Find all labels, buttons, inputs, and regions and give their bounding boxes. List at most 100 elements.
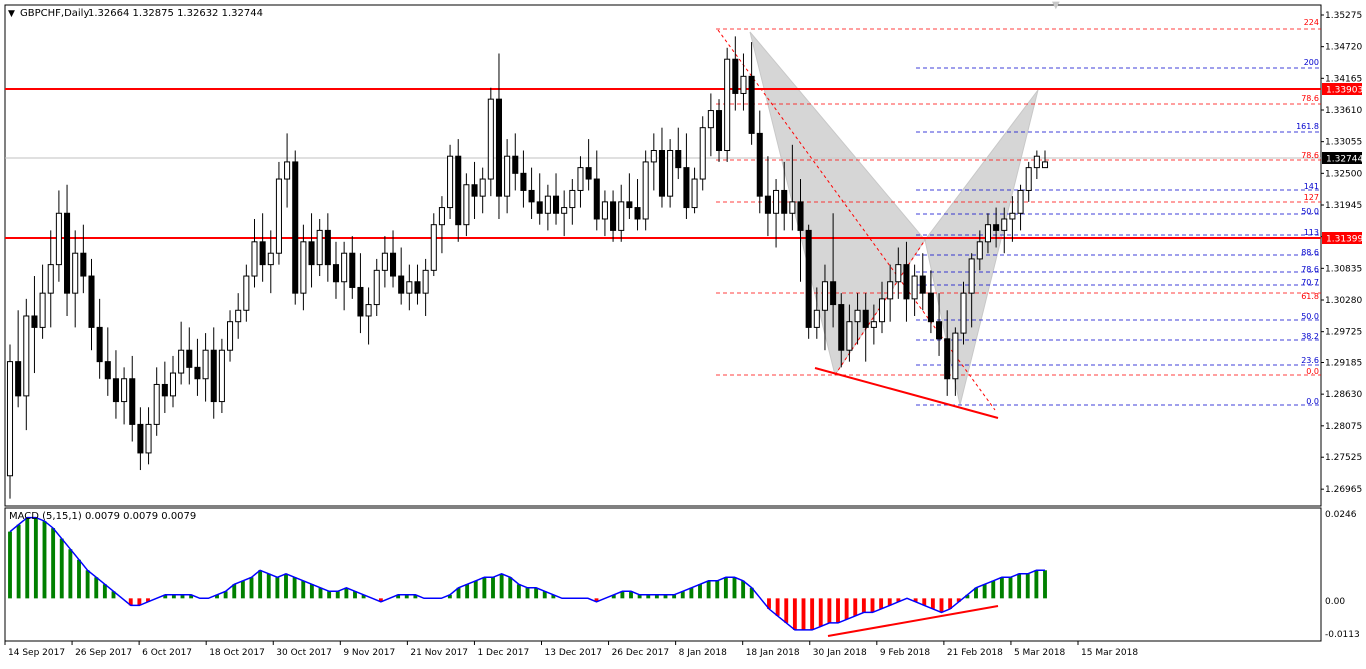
- fib-label: 23.6: [1301, 356, 1319, 365]
- time-label: 14 Sep 2017: [8, 648, 65, 658]
- candle: [137, 407, 144, 471]
- candle: [683, 133, 690, 219]
- candle: [112, 350, 119, 419]
- fib-label: 141: [1304, 182, 1319, 191]
- bat-pattern-shapes: [749, 31, 1039, 406]
- fib-label: 70.7: [1301, 278, 1319, 287]
- candle: [911, 264, 918, 316]
- candle: [332, 241, 340, 299]
- candle: [626, 173, 633, 219]
- svg-text:1.33903: 1.33903: [1326, 86, 1363, 96]
- candle: [227, 310, 234, 362]
- fib-label: 0.0: [1306, 367, 1319, 376]
- candle: [121, 367, 128, 425]
- candle: [699, 116, 706, 191]
- candle: [601, 190, 608, 237]
- candle: [936, 293, 943, 356]
- candle: [145, 407, 152, 465]
- candle: [1025, 161, 1032, 202]
- candle: [577, 156, 584, 208]
- candle: [854, 293, 861, 345]
- price-label: 1.31945: [1325, 201, 1362, 211]
- candle: [732, 36, 739, 111]
- candle: [1001, 207, 1008, 254]
- time-label: 9 Nov 2017: [343, 648, 395, 658]
- candle: [357, 253, 364, 334]
- candle: [39, 264, 46, 339]
- time-label: 30 Oct 2017: [276, 648, 332, 658]
- candle: [528, 167, 535, 219]
- candle: [430, 213, 437, 277]
- candle: [675, 127, 682, 180]
- time-label: 1 Dec 2017: [477, 648, 529, 658]
- candle: [218, 338, 225, 413]
- price-label: 1.33610: [1325, 106, 1362, 116]
- fib-label: 127: [1304, 193, 1319, 202]
- candle: [202, 333, 209, 402]
- fib-label: 161.8: [1296, 122, 1319, 131]
- time-label: 26 Sep 2017: [75, 648, 132, 658]
- candle: [830, 213, 837, 328]
- candle: [324, 213, 331, 282]
- fib-label: 78.6: [1301, 265, 1319, 274]
- candle: [153, 367, 160, 436]
- candle: [316, 218, 323, 277]
- candle: [813, 287, 820, 339]
- time-label: 6 Oct 2017: [142, 648, 192, 658]
- main-pane-border: [4, 4, 1322, 507]
- candle: [284, 133, 291, 208]
- candle: [169, 355, 177, 408]
- price-label: 1.34165: [1325, 74, 1362, 84]
- candle: [479, 167, 486, 214]
- fib-label: 78.6: [1301, 151, 1319, 160]
- candle: [846, 304, 853, 362]
- candle: [55, 190, 62, 282]
- candle: [740, 53, 747, 111]
- macd-histogram: [8, 517, 1047, 630]
- price-divergence-line[interactable]: [814, 367, 999, 419]
- candle: [512, 133, 519, 191]
- candles: [6, 36, 1049, 499]
- macd-pane-border: [4, 507, 1322, 642]
- macd-divergence-line[interactable]: [827, 605, 999, 637]
- candle: [642, 150, 649, 231]
- price-label: 1.26965: [1325, 485, 1362, 495]
- pattern-top-icon: ▼: [1052, 0, 1060, 11]
- candle: [952, 327, 959, 396]
- candle: [463, 173, 470, 237]
- price-label: 1.27525: [1325, 453, 1362, 463]
- price-label: 1.35275: [1325, 11, 1362, 21]
- candle: [365, 287, 372, 345]
- candle: [585, 139, 592, 191]
- ohlc-readout: 1.32664 1.32875 1.32632 1.32744: [88, 8, 263, 19]
- candle: [1017, 184, 1024, 231]
- candle: [634, 179, 641, 231]
- candle: [724, 47, 731, 162]
- candle: [944, 310, 951, 396]
- candle: [764, 156, 771, 237]
- fib-label: 38.2: [1301, 332, 1319, 341]
- time-label: 26 Dec 2017: [612, 648, 670, 658]
- candle: [707, 93, 714, 157]
- candle: [748, 42, 755, 145]
- candle: [243, 264, 250, 322]
- resistance-tag: 1.33903: [1322, 83, 1363, 96]
- candle: [398, 247, 405, 305]
- candle: [495, 53, 503, 219]
- svg-text:1.31399: 1.31399: [1326, 235, 1363, 245]
- candle: [487, 87, 494, 197]
- macd-signal-line: [9, 516, 1045, 631]
- candle: [406, 264, 413, 311]
- price-label: 1.32500: [1325, 169, 1362, 179]
- candle: [544, 184, 551, 231]
- candle: [447, 144, 454, 219]
- collapse-icon[interactable]: ▼: [8, 9, 15, 19]
- candle: [1009, 196, 1016, 242]
- candle: [210, 327, 217, 419]
- candle: [789, 144, 796, 231]
- candle: [878, 281, 886, 334]
- candle: [422, 258, 429, 316]
- candle: [552, 173, 560, 225]
- candle: [414, 264, 421, 305]
